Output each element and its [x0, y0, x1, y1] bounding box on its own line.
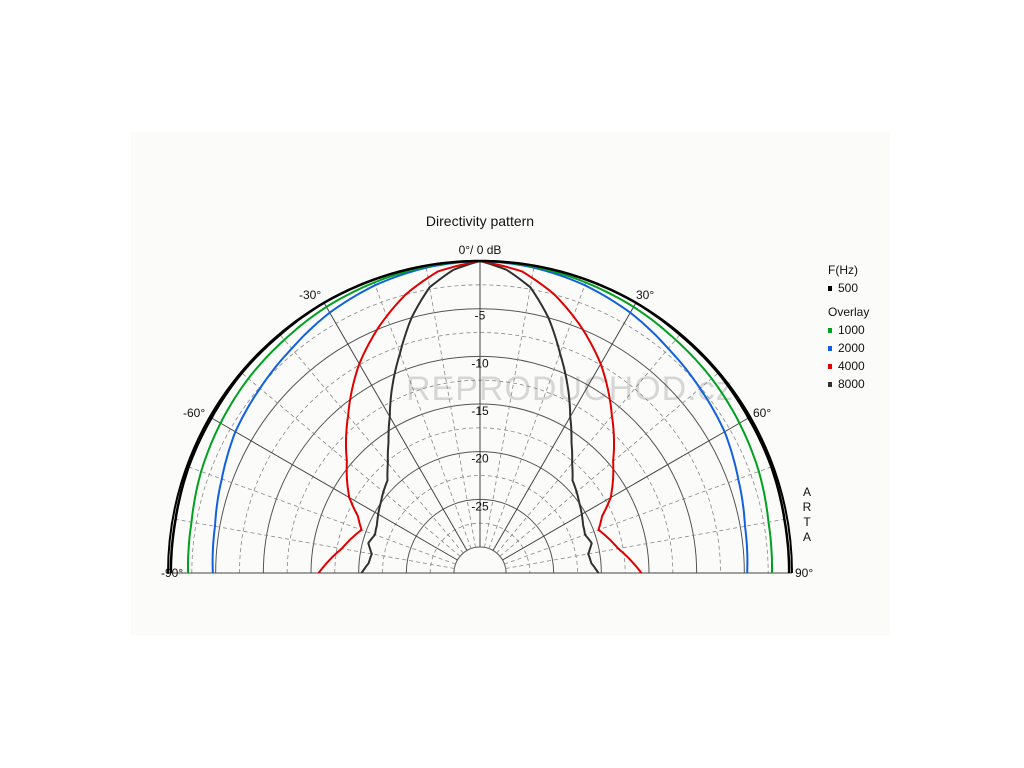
legend-swatch-4000	[828, 364, 832, 369]
angle-tick-label: -30°	[299, 288, 321, 302]
polar-grid	[167, 260, 793, 574]
grid-spoke-minor	[279, 333, 464, 554]
radial-tick-label: -10	[471, 356, 489, 370]
legend-item-8000: 8000	[838, 377, 865, 391]
angle-tick-label: 90°	[795, 566, 813, 580]
legend-swatch-2000	[828, 346, 832, 351]
grid-spoke-major	[209, 416, 458, 561]
top-label: 0°/ 0 dB	[459, 243, 502, 257]
grid-spoke-minor	[496, 333, 681, 554]
side-label-letter: R	[803, 500, 812, 514]
side-label-letter: A	[803, 530, 811, 544]
legend-overlay-heading: Overlay	[828, 305, 869, 319]
chart-panel: REPRODUCHOD.cz Directivity pattern 0°/ 0…	[131, 132, 890, 635]
grid-spoke-major	[492, 302, 637, 551]
angle-tick-label: -90°	[161, 566, 183, 580]
grid-spoke-minor	[488, 279, 588, 549]
grid-ring-minor	[382, 475, 578, 574]
legend-swatch-1000	[828, 328, 832, 333]
axis-labels: Directivity pattern 0°/ 0 dB -90° -60° -30…	[161, 213, 813, 580]
grid-spoke-major	[323, 302, 468, 551]
legend: F(Hz) 500 Overlay 1000 2000 4000 8000	[828, 263, 869, 391]
grid-spoke-minor	[505, 518, 788, 569]
chart-title: Directivity pattern	[426, 213, 534, 229]
angle-tick-label: -60°	[183, 406, 205, 420]
grid-ring-minor	[191, 284, 769, 574]
legend-item-1000: 1000	[838, 323, 865, 337]
legend-item-2000: 2000	[838, 341, 865, 355]
grid-spoke-minor	[240, 372, 461, 557]
side-label-letter: A	[803, 485, 811, 499]
grid-ring-minor	[239, 332, 721, 574]
legend-swatch-500	[828, 286, 832, 291]
legend-heading: F(Hz)	[828, 263, 858, 277]
side-label-letter: T	[803, 515, 811, 529]
radial-tick-label: -15	[471, 404, 489, 418]
series-line-500	[169, 259, 791, 573]
radial-tick-label: -25	[471, 499, 489, 513]
grid-spoke-minor	[425, 265, 476, 548]
legend-item-500: 500	[838, 281, 858, 295]
radial-tick-label: -20	[471, 452, 489, 466]
grid-spoke-minor	[499, 372, 720, 557]
grid-spoke-minor	[484, 265, 535, 548]
grid-spoke-major	[502, 416, 751, 561]
directivity-chart: REPRODUCHOD.cz Directivity pattern 0°/ 0…	[161, 213, 869, 580]
series-layer	[169, 259, 791, 574]
legend-item-4000: 4000	[838, 359, 865, 373]
angle-tick-label: 60°	[753, 406, 771, 420]
grid-spoke-minor	[172, 518, 455, 569]
grid-spoke-minor	[186, 465, 456, 565]
grid-spoke-minor	[504, 465, 774, 565]
grid-spoke-minor	[372, 279, 472, 549]
legend-swatch-8000	[828, 382, 832, 387]
radial-tick-label: -5	[475, 309, 486, 323]
angle-tick-label: 30°	[636, 288, 654, 302]
